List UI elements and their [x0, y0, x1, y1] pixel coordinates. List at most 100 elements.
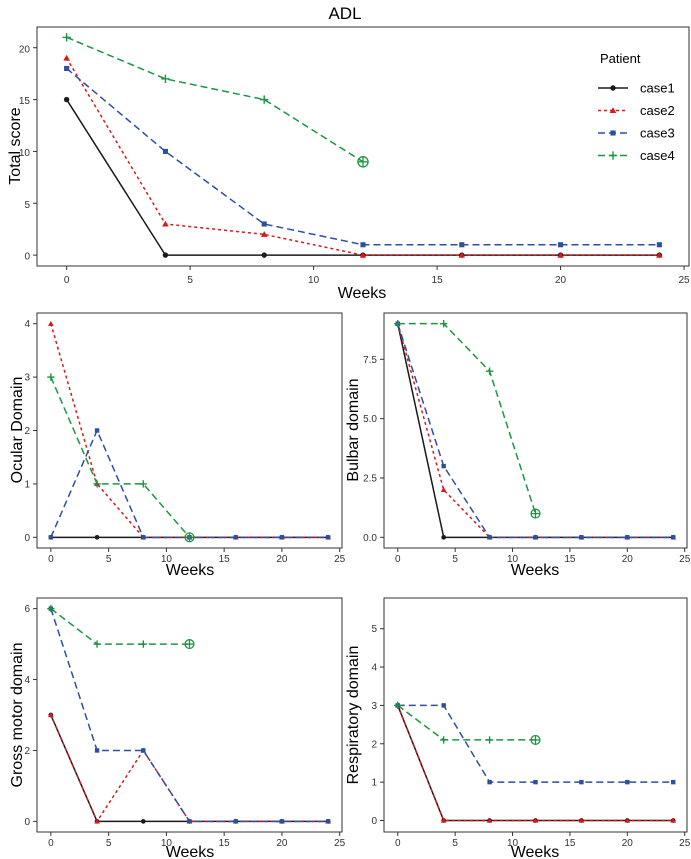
x-tick-label: 5 — [452, 554, 458, 565]
y-tick-label: 4 — [24, 319, 30, 330]
y-tick-label: 2.5 — [363, 473, 377, 484]
x-axis-title: Weeks — [338, 285, 387, 302]
point-case1 — [63, 96, 70, 103]
x-tick-label: 15 — [564, 838, 576, 849]
x-tick-label: 15 — [219, 838, 231, 849]
point-case3 — [64, 65, 70, 72]
y-tick-label: 6 — [24, 604, 30, 615]
point-case3 — [325, 535, 331, 540]
legend-label: case3 — [640, 126, 675, 141]
point-case3 — [48, 535, 54, 540]
chart-panel-1: ADL 0 5 10 15 20 25 0 5 10 15 20 Weeks Total score Pat… — [7, 4, 690, 302]
x-tick-label: 15 — [564, 554, 576, 565]
legend-label: case1 — [640, 81, 675, 96]
y-axis-title: Respiratory domain — [345, 646, 362, 785]
point-case2 — [440, 817, 447, 823]
series-line-case4 — [50, 608, 190, 645]
x-tick-label: 5 — [106, 554, 112, 565]
chart-panel-5: 0 5 10 15 20 25 0 1 2 3 4 5 Weeks Respiratory domain — [345, 597, 691, 859]
point-case4 — [530, 734, 541, 746]
point-case4 — [260, 95, 269, 104]
point-case3 — [487, 535, 492, 540]
point-case4 — [62, 33, 71, 42]
chart-panel-2: 0 5 10 15 20 25 0 1 2 3 4 Weeks Ocular Domain — [9, 312, 346, 579]
x-tick-label: 20 — [276, 554, 288, 565]
x-tick-label: 10 — [308, 275, 320, 286]
point-case4 — [440, 320, 448, 328]
x-tick-label: 20 — [555, 275, 567, 286]
chart-title: ADL — [328, 4, 361, 23]
legend-title: Patient — [600, 51, 641, 66]
series-line-case4 — [397, 704, 536, 741]
point-case2 — [63, 54, 70, 61]
y-tick-label: 3 — [24, 373, 30, 384]
y-axis-title: Total score — [7, 107, 24, 184]
x-tick-label: 5 — [187, 275, 193, 286]
point-case2 — [656, 251, 663, 258]
x-tick-label: 5 — [106, 838, 112, 849]
y-axis-title: Bulbar domain — [345, 378, 362, 481]
point-case3 — [233, 535, 238, 540]
y-tick-label: 2 — [24, 746, 30, 757]
x-tick-label: 25 — [678, 275, 690, 286]
point-case2 — [260, 231, 268, 237]
point-case4 — [161, 74, 170, 84]
point-case3 — [360, 242, 366, 248]
point-case2 — [48, 712, 54, 718]
y-tick-label: 1 — [24, 479, 30, 490]
point-case3 — [671, 535, 676, 540]
y-tick-label: 2 — [24, 426, 30, 437]
y-tick-label: 4 — [371, 663, 377, 674]
x-tick-label: 25 — [334, 838, 346, 849]
point-case4 — [93, 480, 101, 488]
point-case3 — [558, 242, 564, 248]
x-tick-label: 0 — [395, 554, 401, 565]
x-tick-label: 0 — [48, 554, 54, 565]
point-case3 — [656, 242, 662, 248]
point-case2 — [486, 817, 493, 823]
point-case4 — [394, 701, 402, 710]
legend-item-case3: case3 — [598, 126, 675, 141]
point-case2 — [624, 817, 631, 823]
legend-label: case4 — [640, 148, 675, 163]
y-tick-label: 15 — [19, 96, 31, 107]
point-case2 — [94, 818, 100, 824]
x-axis-title: Weeks — [511, 844, 560, 859]
point-case3 — [671, 779, 676, 785]
x-tick-label: 0 — [395, 838, 401, 849]
y-tick-label: 7.5 — [363, 355, 377, 366]
point-case4 — [394, 320, 402, 328]
point-case3 — [279, 819, 285, 824]
point-case4 — [357, 156, 369, 168]
point-case3 — [187, 819, 192, 824]
point-case2 — [578, 817, 585, 823]
point-case3 — [487, 779, 492, 785]
point-case4 — [93, 640, 101, 648]
y-tick-label: 0 — [24, 817, 30, 828]
point-case3 — [459, 242, 465, 248]
series-line-case4 — [66, 36, 364, 163]
y-axis-title: Ocular Domain — [9, 377, 26, 484]
point-case1 — [441, 534, 447, 540]
point-case3 — [325, 819, 331, 824]
x-tick-label: 25 — [679, 838, 691, 849]
y-tick-label: 5.0 — [363, 414, 377, 425]
point-case2 — [532, 817, 539, 823]
point-case4 — [139, 640, 147, 648]
point-case2 — [440, 486, 447, 492]
x-tick-label: 15 — [432, 275, 444, 286]
x-tick-label: 5 — [452, 838, 458, 849]
point-case3 — [94, 428, 100, 433]
point-case3 — [533, 535, 538, 540]
plot-area — [36, 597, 343, 833]
x-tick-label: 0 — [64, 275, 70, 286]
point-case3 — [162, 148, 168, 154]
y-tick-label: 10 — [19, 148, 31, 159]
point-case2 — [670, 817, 677, 823]
point-case4 — [139, 480, 147, 488]
point-case1 — [140, 819, 146, 824]
legend-key-marker — [609, 107, 617, 113]
legend-label: case2 — [640, 103, 675, 118]
y-tick-label: 0.0 — [363, 533, 377, 544]
